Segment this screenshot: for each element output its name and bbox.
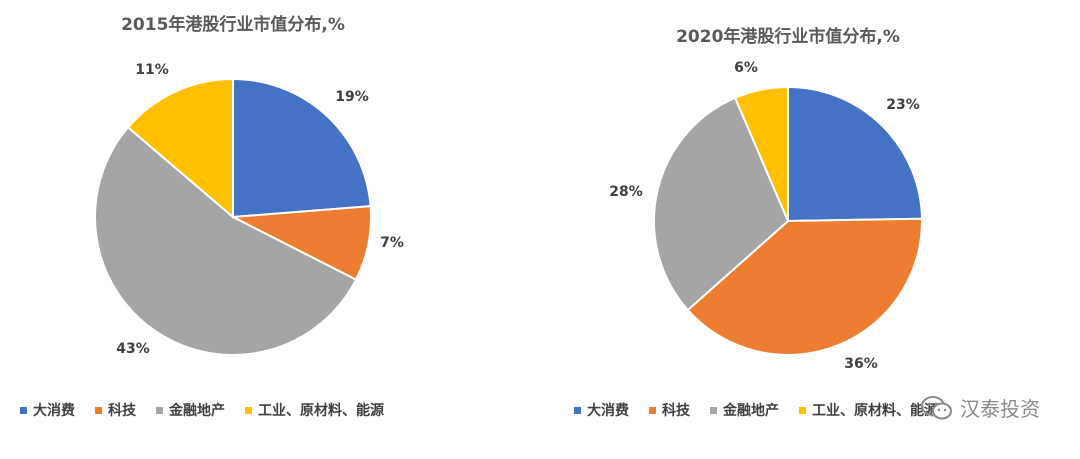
chart2-legend-label-2: 金融地产: [723, 403, 779, 419]
chart2-data-label-2: 28%: [609, 184, 643, 200]
chart1-legend-swatch-2: [156, 406, 163, 414]
watermark: 汉泰投资: [920, 393, 1040, 422]
chart2-legend-swatch-2: [710, 406, 717, 414]
chart1-legend-label-1: 科技: [108, 403, 136, 419]
chart1-slice-0: [232, 77, 372, 219]
chart1-legend-swatch-0: [20, 406, 27, 414]
chart2-legend-label-1: 科技: [662, 403, 690, 419]
chart2-legend-swatch-3: [799, 406, 806, 414]
chart2-legend: 大消费 科技 金融地产 工业、原材料、能源: [574, 400, 958, 420]
chart2-legend-label-0: 大消费: [587, 403, 629, 419]
chart1-slice-2: [94, 125, 358, 356]
chart2-legend-item-0: 大消费: [574, 400, 629, 420]
chart1-legend-item-1: 科技: [95, 400, 136, 420]
watermark-text: 汉泰投资: [960, 397, 1040, 421]
chart2-data-label-0: 23%: [886, 97, 920, 113]
chart2-legend-swatch-1: [649, 406, 656, 414]
chart2-legend-item-1: 科技: [649, 400, 690, 420]
chart1-slice-3: [126, 77, 234, 220]
chart1-legend-swatch-3: [245, 406, 252, 414]
chart1-data-label-2: 43%: [116, 341, 150, 357]
chart2-data-label-3: 6%: [734, 60, 758, 76]
chart2-legend-swatch-0: [574, 406, 581, 414]
chart2-slice-3: [733, 85, 789, 222]
chart1-data-label-0: 19%: [335, 89, 369, 105]
chart1-legend: 大消费 科技 金融地产 工业、原材料、能源: [20, 400, 404, 420]
chart1-legend-label-2: 金融地产: [169, 403, 225, 419]
chart2-data-label-1: 36%: [844, 356, 878, 372]
chart1-data-label-3: 11%: [135, 62, 169, 78]
chart1-title: 2015年港股行业市值分布,%: [121, 15, 345, 35]
chart1-legend-item-3: 工业、原材料、能源: [245, 400, 384, 420]
chart2-slice-2: [653, 96, 790, 312]
wechat-icon: [921, 395, 952, 419]
chart2-legend-item-3: 工业、原材料、能源: [799, 400, 938, 420]
chart1-legend-item-2: 金融地产: [156, 400, 225, 420]
chart1-data-label-1: 7%: [380, 235, 404, 251]
chart1-legend-swatch-1: [95, 406, 102, 414]
chart1-legend-item-0: 大消费: [20, 400, 75, 420]
chart1-legend-label-3: 工业、原材料、能源: [258, 403, 384, 419]
chart2-slice-0: [787, 85, 923, 223]
chart2-legend-label-3: 工业、原材料、能源: [812, 403, 938, 419]
chart1-legend-label-0: 大消费: [33, 403, 75, 419]
chart2-slice-1: [686, 217, 923, 356]
chart2-legend-item-2: 金融地产: [710, 400, 779, 420]
chart2-title: 2020年港股行业市值分布,%: [676, 27, 900, 47]
